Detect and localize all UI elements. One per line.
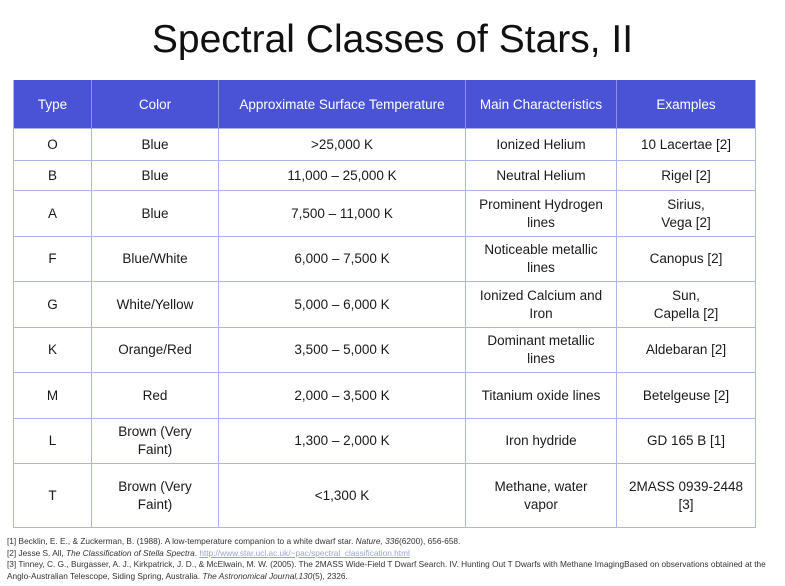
cell-type: L <box>13 418 92 464</box>
cell-temperature: 3,500 – 5,000 K <box>218 327 466 373</box>
table-header-row: Type Color Approximate Surface Temperatu… <box>13 80 756 129</box>
reference-2-link[interactable]: http://www.star.ucl.ac.uk/~pac/spectral_… <box>199 547 410 558</box>
cell-characteristics: Prominent Hydrogen lines <box>465 190 617 237</box>
cell-color: Blue/White <box>91 236 219 282</box>
cell-color: Blue <box>91 190 219 237</box>
reference-3-tail: (5), 2326. <box>312 570 348 581</box>
table-row: L Brown (Very Faint) 1,300 – 2,000 K Iro… <box>13 418 756 464</box>
spectral-classes-table: Type Color Approximate Surface Temperatu… <box>13 80 756 528</box>
cell-characteristics: Dominant metallic lines <box>465 327 617 373</box>
cell-temperature: 6,000 – 7,500 K <box>218 236 466 282</box>
cell-color: Red <box>91 372 219 419</box>
table-row: M Red 2,000 – 3,500 K Titanium oxide lin… <box>13 372 756 419</box>
cell-examples: Rigel [2] <box>616 160 756 191</box>
cell-temperature: 11,000 – 25,000 K <box>218 160 466 191</box>
header-characteristics: Main Characteristics <box>465 80 617 129</box>
cell-temperature: 2,000 – 3,500 K <box>218 372 466 419</box>
cell-color: Brown (Very Faint) <box>91 463 219 528</box>
cell-color: Orange/Red <box>91 327 219 373</box>
reference-2-title: The Classification of Stella Spectra <box>66 547 195 558</box>
reference-2-sep: . <box>194 547 200 558</box>
cell-type: A <box>13 190 92 237</box>
table-row: K Orange/Red 3,500 – 5,000 K Dominant me… <box>13 327 756 373</box>
cell-type: T <box>13 463 92 528</box>
cell-examples: Sirius, Vega [2] <box>616 190 756 237</box>
table-row: A Blue 7,500 – 11,000 K Prominent Hydrog… <box>13 190 756 237</box>
cell-type: K <box>13 327 92 373</box>
reference-1-tail: (6200), 656-658. <box>399 536 461 546</box>
cell-color: Blue <box>91 128 219 161</box>
reference-2-text: [2] Jesse S. All, <box>7 547 67 558</box>
cell-color: Brown (Very Faint) <box>91 418 219 464</box>
cell-type: O <box>13 128 92 161</box>
reference-1-journal: Nature, 336 <box>355 536 399 546</box>
reference-3-text: [3] Tinney, C. G., Burgasser, A. J., Kir… <box>7 559 766 581</box>
cell-characteristics: Ionized Calcium and Iron <box>465 281 617 328</box>
cell-examples: Canopus [2] <box>616 236 756 282</box>
cell-temperature: 5,000 – 6,000 K <box>218 281 466 328</box>
reference-3-journal: The Astronomical Journal,130 <box>202 570 313 581</box>
cell-type: B <box>13 160 92 191</box>
header-color: Color <box>91 80 219 129</box>
cell-examples: 2MASS 0939-2448 [3] <box>616 463 756 528</box>
reference-3: [3] Tinney, C. G., Burgasser, A. J., Kir… <box>7 559 777 582</box>
references: [1] Becklin, E. E., & Zuckerman, B. (198… <box>7 536 777 582</box>
table-row: B Blue 11,000 – 25,000 K Neutral Helium … <box>13 160 756 191</box>
cell-characteristics: Noticeable metallic lines <box>465 236 617 282</box>
slide-title: Spectral Classes of Stars, II <box>151 18 634 61</box>
cell-characteristics: Titanium oxide lines <box>465 372 617 419</box>
table-row: F Blue/White 6,000 – 7,500 K Noticeable … <box>13 236 756 282</box>
header-type: Type <box>13 80 92 129</box>
cell-color: Blue <box>91 160 219 191</box>
header-examples: Examples <box>616 80 756 129</box>
cell-type: G <box>13 281 92 328</box>
cell-characteristics: Neutral Helium <box>465 160 617 191</box>
cell-color: White/Yellow <box>91 281 219 328</box>
table-row: G White/Yellow 5,000 – 6,000 K Ionized C… <box>13 281 756 328</box>
cell-examples: Aldebaran [2] <box>616 327 756 373</box>
header-temperature: Approximate Surface Temperature <box>218 80 466 129</box>
cell-examples: Sun, Capella [2] <box>616 281 756 328</box>
cell-examples: 10 Lacertae [2] <box>616 128 756 161</box>
cell-temperature: 7,500 – 11,000 K <box>218 190 466 237</box>
table-row: O Blue >25,000 K Ionized Helium 10 Lacer… <box>13 128 756 161</box>
cell-examples: Betelgeuse [2] <box>616 372 756 419</box>
table-row: T Brown (Very Faint) <1,300 K Methane, w… <box>13 463 756 528</box>
cell-temperature: <1,300 K <box>218 463 466 528</box>
cell-examples: GD 165 B [1] <box>616 418 756 464</box>
cell-characteristics: Methane, water vapor <box>465 463 617 528</box>
cell-type: F <box>13 236 92 282</box>
cell-type: M <box>13 372 92 419</box>
reference-1-text: [1] Becklin, E. E., & Zuckerman, B. (198… <box>7 536 356 546</box>
cell-temperature: 1,300 – 2,000 K <box>218 418 466 464</box>
reference-1: [1] Becklin, E. E., & Zuckerman, B. (198… <box>7 536 777 548</box>
cell-characteristics: Ionized Helium <box>465 128 617 161</box>
cell-temperature: >25,000 K <box>218 128 466 161</box>
cell-characteristics: Iron hydride <box>465 418 617 464</box>
reference-2: [2] Jesse S. All, The Classification of … <box>7 548 777 560</box>
